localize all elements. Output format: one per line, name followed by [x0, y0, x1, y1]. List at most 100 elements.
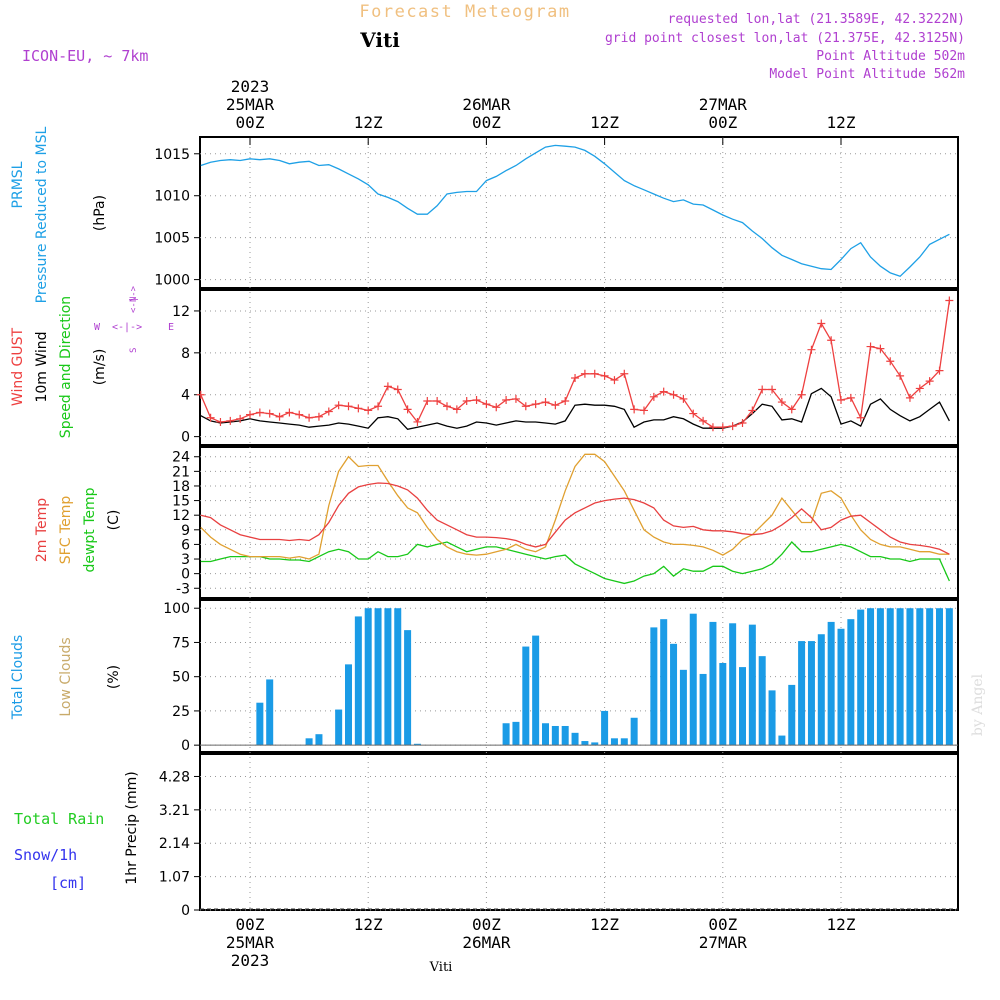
wind-gust-line-marker [305, 413, 314, 422]
total-cloud-bar [404, 630, 412, 746]
total-cloud-bar [542, 723, 549, 746]
wind-gust-line-marker [403, 405, 412, 414]
total-cloud-bar [502, 723, 510, 746]
total-cloud-bar [709, 621, 717, 746]
time-label-bottom: 12Z [590, 915, 619, 934]
total-cloud-bar [601, 710, 609, 746]
pressure-unit: (hPa) [92, 195, 108, 231]
ytick-label: 0 [181, 430, 190, 446]
wind-direction-label: Speed and Direction [58, 296, 74, 438]
total-cloud-bar [620, 738, 628, 746]
wind-gust-line-marker [502, 395, 511, 404]
wind-gust-line-marker [669, 390, 678, 399]
total-cloud-bar [522, 646, 530, 746]
wind-gust-line-marker [689, 409, 698, 418]
total-cloud-bar [660, 619, 668, 746]
total-cloud-bar [384, 608, 392, 746]
wind-gust-line-marker [728, 422, 737, 431]
total-cloud-bar [758, 656, 766, 746]
wind-gust-line-marker [797, 390, 806, 399]
total-cloud-bar [335, 709, 343, 746]
snow-label: Snow/1h [14, 846, 77, 864]
ytick-label: 0 [181, 738, 190, 754]
total-cloud-bar [345, 664, 352, 746]
compass-w: W [94, 322, 101, 333]
wind-gust-line-marker [768, 385, 777, 394]
wind-gust-line-marker [314, 412, 323, 421]
total-cloud-bar [591, 742, 599, 746]
time-label-top: 12Z [590, 113, 619, 132]
wind-gust-line-marker [324, 407, 333, 416]
total-cloud-bar [906, 608, 914, 746]
precip-ylabel: 1hr Precip (mm) [124, 771, 140, 884]
ytick-label: 50 [172, 670, 190, 686]
total-cloud-bar [354, 616, 362, 746]
wind-gust-line-marker [580, 369, 589, 378]
ytick-label: 2.14 [159, 836, 190, 852]
wind-gust-line-marker [699, 416, 708, 425]
total-cloud-bar [945, 608, 953, 746]
total-cloud-bar [926, 608, 934, 746]
pressure-label-msl: Pressure Reduced to MSL [34, 126, 50, 303]
wind-gust-line-marker [807, 345, 816, 354]
wind-gust-line-marker [708, 423, 717, 432]
total-cloud-bar [571, 732, 579, 746]
wind-unit: (m/s) [92, 349, 108, 386]
footer-location: Viti [429, 960, 453, 975]
chart-title: Forecast Meteogram [359, 2, 570, 22]
time-label-top: 00Z [708, 113, 737, 132]
wind-gust-line-marker [472, 395, 481, 404]
total-cloud-bar [374, 608, 382, 746]
total-cloud-bar [768, 690, 776, 746]
wind-gust-line-marker [817, 319, 826, 328]
total-cloud-bar [916, 608, 924, 746]
total-cloud-bar [807, 641, 815, 746]
wind-gust-line-marker [285, 408, 294, 417]
wind-gust-line-marker [935, 366, 944, 375]
total-cloud-bar [827, 621, 835, 746]
wind-gust-line-marker [866, 342, 875, 351]
total-cloud-bar [837, 628, 845, 746]
time-label-bottom: 27MAR [699, 933, 748, 952]
wind-gust-line-marker [423, 397, 432, 406]
ytick-label: 1015 [154, 147, 190, 163]
ytick-label: 3.21 [159, 803, 190, 819]
time-label-top: 00Z [236, 113, 265, 132]
wind-gust-line-marker [925, 377, 934, 386]
sfc-temp-line [200, 453, 950, 560]
wind-gust-line-marker [206, 413, 215, 422]
total-cloud-bar [650, 627, 658, 746]
wind-gust-line-marker [443, 402, 451, 411]
total-cloud-bar [847, 619, 855, 746]
compass-n: N [129, 297, 139, 302]
total-cloud-bar [256, 702, 264, 746]
total-cloud-bar [689, 613, 697, 746]
clouds-low-label: Low Clouds [58, 637, 74, 716]
panel-frame-wind [199, 289, 959, 446]
wind-gust-line [200, 300, 951, 428]
total-cloud-bar [817, 634, 825, 746]
total-cloud-bar [670, 643, 678, 746]
clouds-plot [200, 608, 958, 746]
wind-gust-line-marker [492, 403, 501, 412]
total-cloud-bar [739, 667, 746, 746]
wind-gust-line-marker [344, 402, 353, 411]
wind-gust-line-marker [354, 404, 363, 413]
ytick-label: -3 [176, 581, 190, 597]
grid-point-coords: grid point closest lon,lat (21.375E, 42.… [605, 31, 965, 46]
ytick-label: 75 [172, 635, 190, 651]
wind-gust-line-marker [640, 406, 648, 415]
wind-gust-line-marker [246, 410, 254, 419]
ytick-label: 6 [181, 537, 190, 553]
time-label-bottom: 00Z [472, 915, 501, 934]
total-cloud-bar [512, 721, 520, 746]
wind-gust-line-marker [827, 336, 836, 345]
wind-gust-line-marker [374, 402, 383, 411]
time-label-top: 2023 [231, 77, 270, 96]
wind-gust-line-marker [226, 416, 235, 425]
wind-gust-line-marker [856, 413, 865, 422]
